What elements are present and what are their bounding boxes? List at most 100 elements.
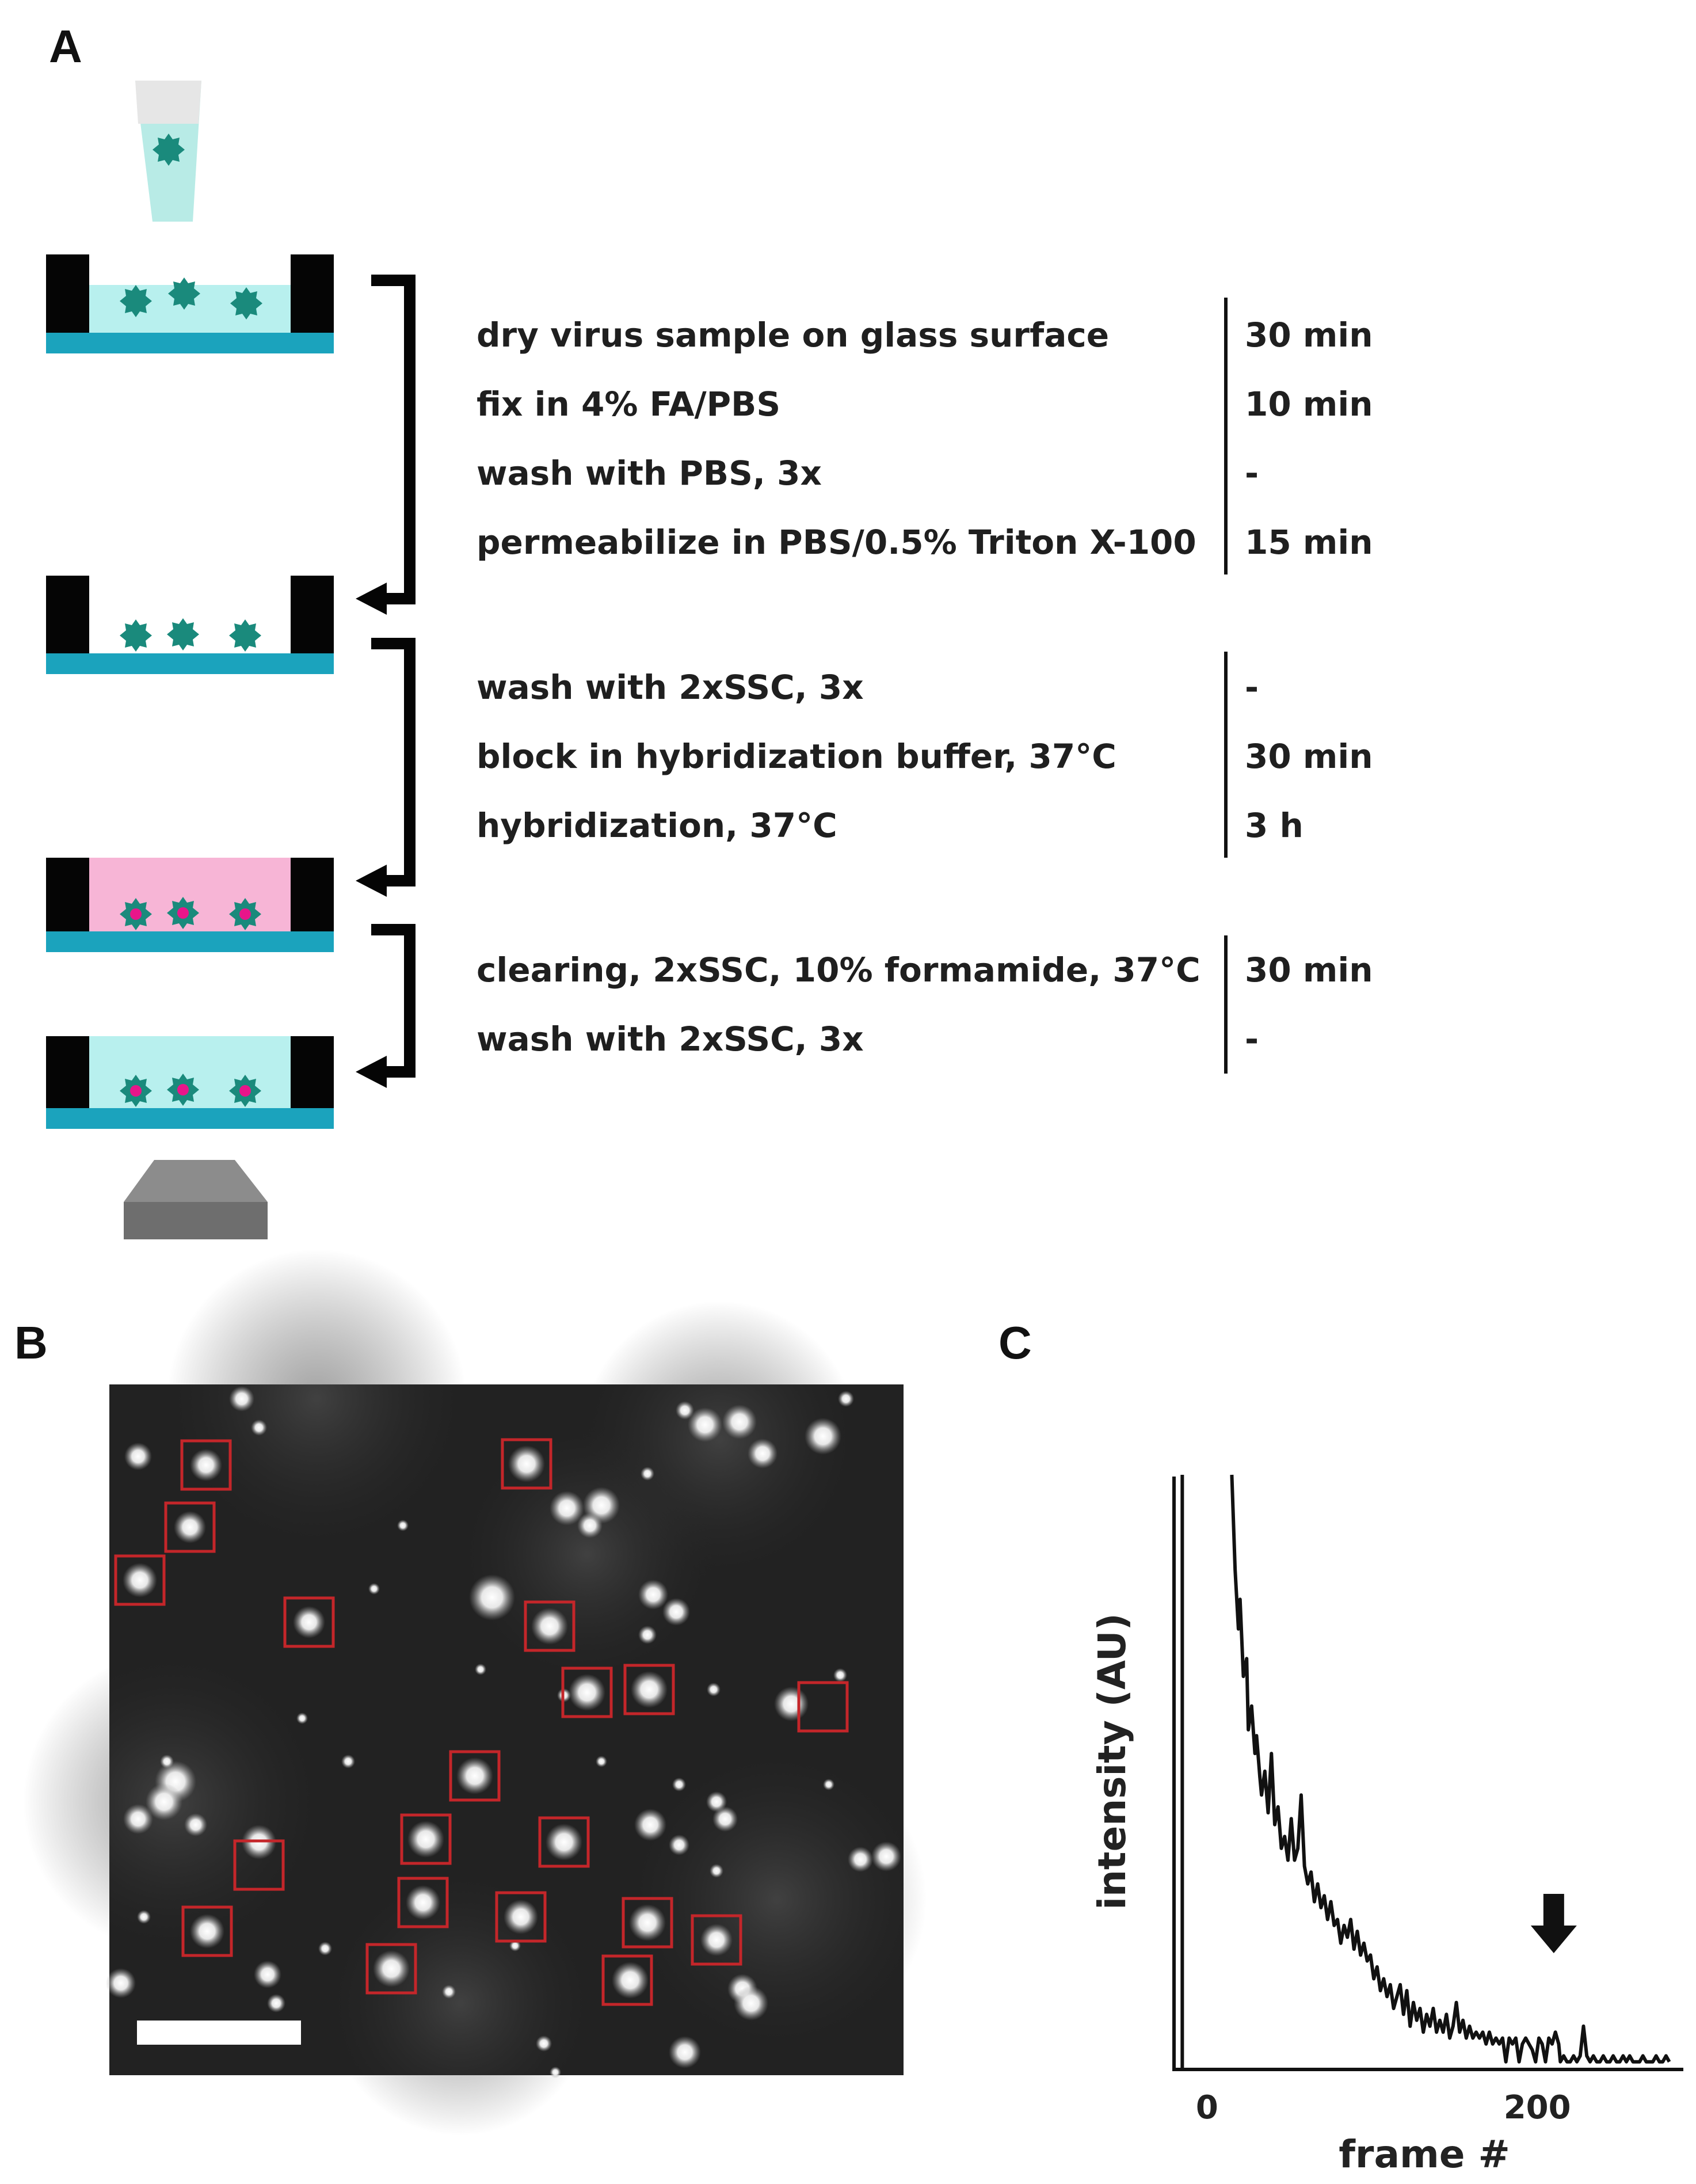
protocol-time: - bbox=[1245, 454, 1259, 493]
protocol-step: permeabilize in PBS/0.5% Triton X-100 bbox=[477, 523, 1196, 562]
panel-c-label: C bbox=[998, 1317, 1032, 1368]
background-haze bbox=[328, 1871, 593, 2136]
micrograph bbox=[23, 1249, 927, 2136]
roi-box bbox=[601, 1954, 653, 2006]
protocol-step: hybridization, 37°C bbox=[477, 806, 837, 845]
roi-box bbox=[449, 1750, 501, 1802]
fluorescent-spot bbox=[318, 1942, 332, 1955]
fluorescent-spot bbox=[710, 1864, 723, 1878]
protocol-group-1: dry virus sample on glass surface fix in… bbox=[477, 298, 1373, 574]
protocol-time: 15 min bbox=[1245, 523, 1373, 562]
fluorescent-spot bbox=[251, 1420, 267, 1436]
pipette-illustration bbox=[135, 81, 201, 222]
fluorescent-spot bbox=[577, 1513, 603, 1538]
fluorescent-spot bbox=[569, 1674, 605, 1711]
fluorescent-spot bbox=[475, 1664, 486, 1675]
fluorescent-spot bbox=[456, 1757, 493, 1794]
x-ticks: 0 200 bbox=[1196, 2089, 1571, 2126]
fluorescent-spot bbox=[629, 1904, 666, 1941]
protocol-step: wash with PBS, 3x bbox=[477, 454, 822, 493]
well-stage-4 bbox=[46, 1036, 334, 1129]
fluorescent-spot bbox=[508, 1445, 545, 1482]
fluorescent-spot bbox=[293, 1606, 325, 1638]
roi-box bbox=[164, 1501, 216, 1553]
fluorescent-spot bbox=[734, 1986, 768, 2021]
background-haze bbox=[460, 1428, 714, 1681]
roi-box bbox=[400, 1813, 452, 1865]
protocol-time: 30 min bbox=[1245, 315, 1373, 355]
fluorescent-spot bbox=[688, 1407, 722, 1442]
process-arrows bbox=[371, 275, 416, 1078]
roi-box bbox=[501, 1438, 552, 1490]
fluorescent-spot bbox=[550, 2067, 561, 2078]
fluorescent-spot bbox=[672, 1778, 686, 1791]
protocol-time: - bbox=[1245, 668, 1259, 707]
fluorescent-spot bbox=[774, 1687, 809, 1721]
protocol-time: 3 h bbox=[1245, 806, 1304, 845]
fluorescent-spot bbox=[160, 1755, 174, 1768]
fluorescent-spot bbox=[397, 1520, 409, 1531]
fluorescent-spot bbox=[700, 1924, 733, 1956]
x-axis-label: frame # bbox=[1339, 2132, 1510, 2177]
intensity-chart: 0 200 frame # intensity (AU) bbox=[1090, 1474, 1683, 2177]
fluorescent-spot bbox=[504, 1900, 538, 1934]
objective-illustration bbox=[124, 1160, 268, 1239]
roi-box bbox=[180, 1439, 232, 1491]
x-tick-label: 200 bbox=[1504, 2089, 1571, 2126]
fluorescent-spot bbox=[638, 1580, 668, 1610]
process-arrowheads bbox=[356, 583, 387, 1088]
bleaching-step-arrow bbox=[1530, 1894, 1577, 1953]
fluorescent-spot bbox=[407, 1821, 444, 1858]
fluorescent-spot bbox=[596, 1756, 607, 1767]
fluorescent-spot bbox=[123, 1563, 157, 1597]
roi-box bbox=[181, 1905, 233, 1957]
roi-box bbox=[797, 1681, 849, 1733]
roi-box bbox=[233, 1839, 285, 1891]
well-stage-3 bbox=[46, 858, 334, 952]
fluorescent-spot bbox=[137, 1910, 151, 1924]
background-haze bbox=[167, 1249, 466, 1548]
roi-box bbox=[691, 1914, 742, 1966]
protocol-step: block in hybridization buffer, 37°C bbox=[477, 737, 1116, 776]
fluorescent-spot bbox=[536, 2035, 552, 2052]
fluorescent-spot bbox=[641, 1467, 654, 1481]
fluorescent-spot bbox=[373, 1950, 410, 1987]
fluorescent-spot bbox=[229, 1386, 254, 1411]
fluorescent-spot bbox=[106, 1968, 136, 1998]
fluorescent-spot bbox=[707, 1683, 721, 1696]
fluorescent-spot bbox=[254, 1961, 281, 1988]
fluorescent-spot bbox=[823, 1779, 834, 1790]
fluorescent-spot bbox=[638, 1626, 657, 1644]
fluorescent-spot bbox=[838, 1391, 854, 1407]
roi-box bbox=[561, 1666, 613, 1718]
protocol-time: 30 min bbox=[1245, 737, 1373, 776]
protocol-time: 30 min bbox=[1245, 950, 1373, 990]
fluorescent-spot bbox=[669, 2036, 701, 2068]
protocol-time: 10 min bbox=[1245, 385, 1373, 424]
micrograph-roi-boxes bbox=[114, 1438, 849, 2006]
fluorescent-spot bbox=[368, 1583, 380, 1595]
protocol-step: clearing, 2xSSC, 10% formamide, 37°C bbox=[477, 950, 1200, 990]
fluorescent-spot bbox=[848, 1847, 873, 1872]
fluorescent-spot bbox=[550, 1491, 584, 1525]
fluorescent-spot bbox=[634, 1809, 666, 1841]
fluorescent-spot bbox=[805, 1418, 841, 1455]
protocol-step: fix in 4% FA/PBS bbox=[477, 385, 780, 424]
fluorescent-spot bbox=[509, 1940, 521, 1951]
fluorescent-spot bbox=[296, 1713, 308, 1724]
fluorescent-spot bbox=[631, 1671, 668, 1708]
panel-a-label: A bbox=[49, 21, 82, 72]
roi-box bbox=[538, 1816, 590, 1868]
roi-box bbox=[622, 1897, 673, 1949]
roi-box bbox=[397, 1877, 449, 1928]
well-stage-1 bbox=[46, 254, 334, 353]
fluorescent-spot bbox=[612, 1962, 649, 1999]
fluorescent-spot bbox=[669, 1835, 689, 1855]
protocol-step: wash with 2xSSC, 3x bbox=[477, 1019, 864, 1059]
fluorescent-spot bbox=[174, 1511, 206, 1543]
fluorescent-spot bbox=[531, 1608, 568, 1645]
fluorescent-spot bbox=[748, 1439, 778, 1468]
fluorescent-spot bbox=[184, 1813, 207, 1836]
fluorescent-spot bbox=[123, 1804, 153, 1834]
